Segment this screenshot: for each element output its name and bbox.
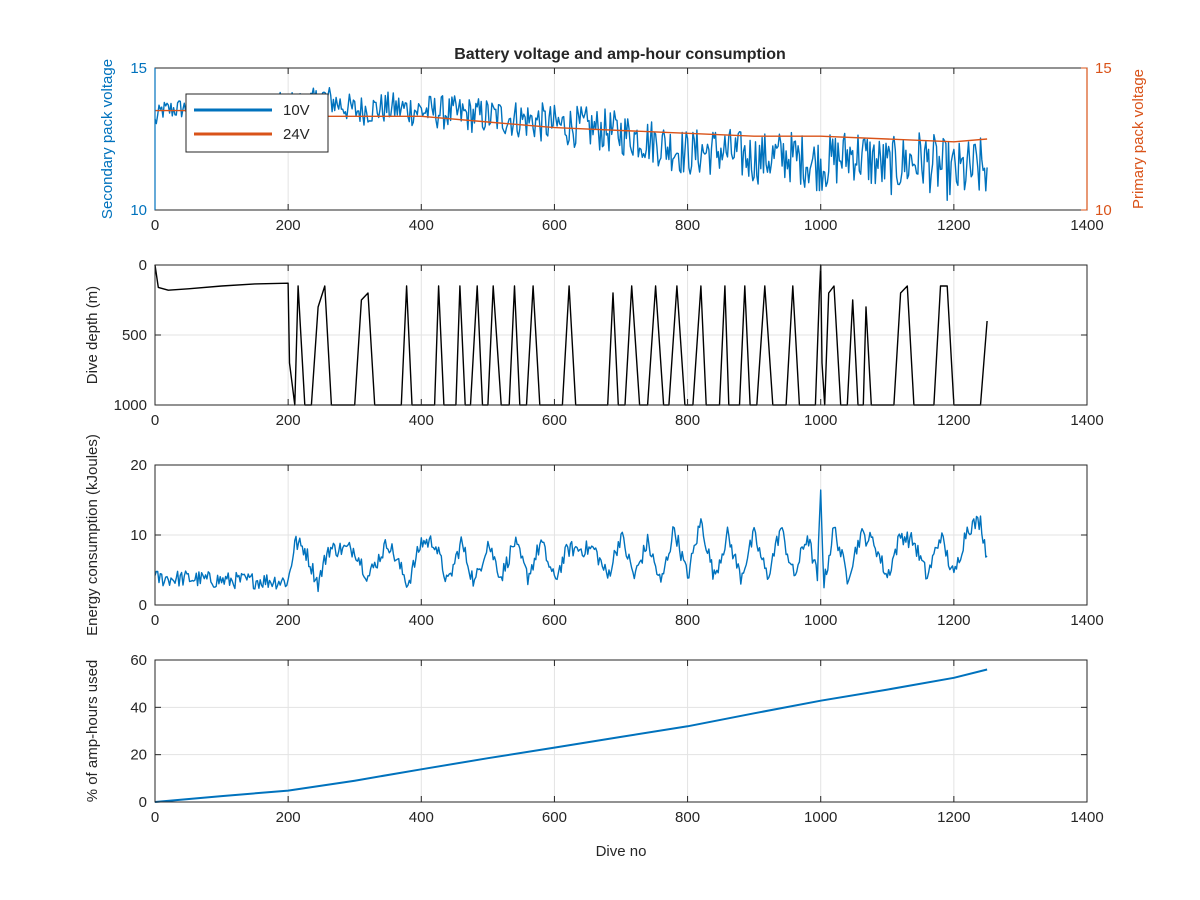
x-tick-label: 200 (276, 612, 301, 629)
figure-title: Battery voltage and amp-hour consumption (454, 46, 786, 63)
x-tick-label: 600 (542, 412, 567, 429)
x-tick-label: 1400 (1070, 612, 1103, 629)
x-tick-label: 1000 (804, 809, 837, 826)
y-tick-right-label: 15 (1095, 60, 1112, 77)
x-tick-label: 400 (409, 412, 434, 429)
x-tick-label: 0 (151, 412, 159, 429)
x-tick-label: 1000 (804, 217, 837, 234)
y-tick-label: 0 (139, 257, 147, 274)
x-tick-label: 600 (542, 217, 567, 234)
x-tick-label: 600 (542, 612, 567, 629)
y-axis-label: % of amp-hours used (84, 660, 101, 803)
legend-label-10v: 10V (283, 102, 310, 119)
x-tick-label: 1200 (937, 217, 970, 234)
x-tick-label: 200 (276, 412, 301, 429)
axes-box (154, 659, 1088, 803)
series-line-4-1 (154, 668, 988, 803)
x-tick-label: 1200 (937, 809, 970, 826)
y-tick-label: 15 (130, 60, 147, 77)
x-tick-label: 1200 (937, 612, 970, 629)
series-line-3-1 (154, 489, 988, 593)
y-tick-label: 60 (130, 652, 147, 669)
x-tick-label: 0 (151, 612, 159, 629)
x-tick-label: 1000 (804, 612, 837, 629)
y-axis-label: Dive depth (m) (84, 286, 101, 384)
y-axis-label-right: Primary pack voltage (1130, 69, 1147, 209)
y-tick-label: 10 (130, 202, 147, 219)
y-tick-label: 40 (130, 699, 147, 716)
plot-area (155, 660, 1087, 802)
y-axis-label: Energy consumption (kJoules) (84, 434, 101, 636)
y-tick-label: 0 (139, 597, 147, 614)
x-axis-label: Dive no (596, 843, 647, 860)
x-tick-label: 1400 (1070, 217, 1103, 234)
x-tick-label: 400 (409, 809, 434, 826)
x-tick-label: 1400 (1070, 809, 1103, 826)
x-tick-label: 0 (151, 217, 159, 234)
x-tick-label: 800 (675, 217, 700, 234)
panel-2: 0 200 400 600 800 1000 1200 1400 0 500 1000 Dive de… (84, 257, 1104, 429)
panel-4: 0 200 400 600 800 1000 1200 1400 0 20 40 60 % of amp… (84, 652, 1104, 860)
y-tick-label: 20 (130, 747, 147, 764)
x-tick-label: 1200 (937, 412, 970, 429)
legend-box (185, 93, 329, 153)
x-tick-label: 0 (151, 809, 159, 826)
y-tick-label: 1000 (114, 397, 147, 414)
x-tick-label: 200 (276, 809, 301, 826)
x-tick-label: 400 (409, 612, 434, 629)
y-axis-label: Secondary pack voltage (99, 59, 116, 219)
panel-3: 0 200 400 600 800 1000 1200 1400 0 10 20 Energy con… (84, 434, 1104, 636)
x-tick-label: 1400 (1070, 412, 1103, 429)
legend-label-24v: 24V (283, 126, 310, 143)
x-tick-label: 800 (675, 412, 700, 429)
x-tick-label: 800 (675, 809, 700, 826)
x-tick-label: 800 (675, 612, 700, 629)
x-tick-label: 600 (542, 809, 567, 826)
x-tick-label: 1000 (804, 412, 837, 429)
y-tick-label: 500 (122, 327, 147, 344)
y-tick-label: 0 (139, 794, 147, 811)
y-tick-label: 20 (130, 457, 147, 474)
y-tick-label: 10 (130, 527, 147, 544)
y-tick-right-label: 10 (1095, 202, 1112, 219)
x-tick-label: 200 (276, 217, 301, 234)
x-tick-label: 400 (409, 217, 434, 234)
